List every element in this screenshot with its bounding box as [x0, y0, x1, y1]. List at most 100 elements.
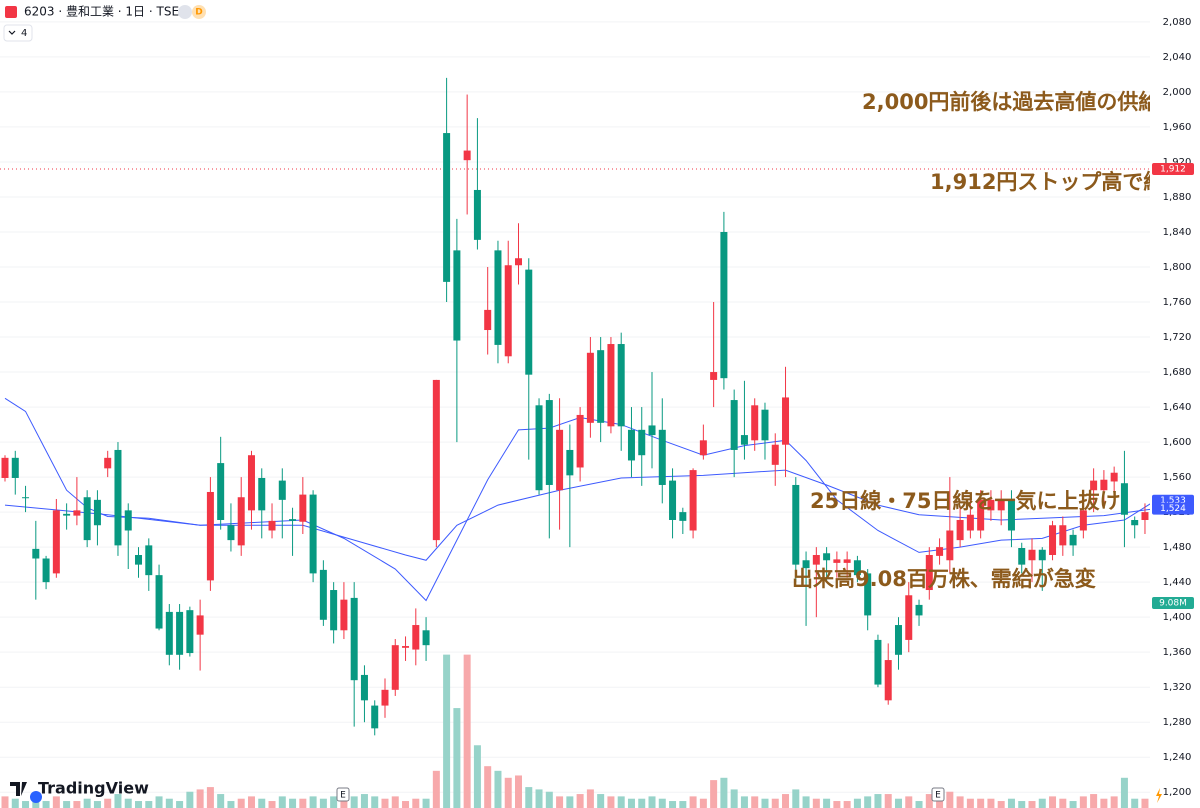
- candle-body: [432, 379, 440, 541]
- candle-body: [289, 519, 297, 521]
- volume-bar: [1018, 801, 1026, 808]
- candle-body: [42, 558, 50, 583]
- candle-body: [946, 530, 954, 561]
- earnings-marker: E: [935, 791, 941, 801]
- volume-bar: [381, 798, 389, 808]
- candle-body: [864, 573, 872, 616]
- candle-body: [638, 429, 646, 456]
- volume-bar: [1007, 798, 1015, 808]
- y-tick-label: 1,680: [1163, 367, 1192, 378]
- earnings-marker-bg: [931, 787, 945, 802]
- candle-body: [1028, 549, 1036, 561]
- indicator-toggle[interactable]: [3, 24, 33, 42]
- candle-body: [340, 599, 348, 631]
- ma-label: 1,533: [1160, 496, 1186, 506]
- volume-bar: [1100, 798, 1108, 808]
- volume-bar: [1028, 801, 1036, 808]
- volume-bar: [104, 798, 112, 808]
- candle-body: [576, 414, 584, 468]
- volume-bar: [237, 798, 245, 808]
- volume-bar: [915, 801, 923, 808]
- volume-bar: [586, 789, 594, 808]
- volume-bar: [227, 801, 235, 808]
- volume-bar: [966, 798, 974, 808]
- candle-body: [1090, 480, 1098, 491]
- candle-body: [874, 639, 882, 685]
- symbol-title: 6203 · 豊和工業 · 1日 · TSE: [24, 5, 179, 19]
- candle-body: [761, 409, 769, 441]
- volume-bar: [535, 789, 543, 808]
- volume-bar: [720, 777, 728, 808]
- y-tick-label: 1,600: [1163, 437, 1192, 448]
- y-tick-label: 1,800: [1163, 262, 1192, 273]
- volume-bar: [710, 780, 718, 808]
- volume-bar: [93, 801, 101, 808]
- earnings-marker: E: [340, 791, 346, 801]
- volume-bar: [761, 798, 769, 808]
- candle-body: [648, 425, 656, 436]
- volume-bar: [1, 796, 9, 808]
- volume-bar: [874, 794, 882, 808]
- candle-body: [443, 133, 451, 282]
- volume-bar: [597, 794, 605, 808]
- candle-body: [268, 520, 276, 531]
- volume-bar: [977, 798, 985, 808]
- volume-bar: [22, 801, 30, 808]
- candle-body: [145, 545, 153, 576]
- volume-bar: [669, 801, 677, 808]
- volume-bar: [1110, 796, 1118, 808]
- annotation: 1,912円ストップ高で終了: [930, 170, 1185, 194]
- volume-bar: [566, 796, 574, 808]
- candle-body: [977, 499, 985, 531]
- candle-body: [32, 548, 40, 559]
- candle-body: [740, 435, 748, 445]
- volume-bar: [525, 787, 533, 808]
- volume-bar: [155, 796, 163, 808]
- volume-bar: [402, 801, 410, 808]
- volume-bar: [289, 798, 297, 808]
- volume-bar: [545, 791, 553, 808]
- dividend-marker: [30, 791, 42, 803]
- volume-bar: [11, 798, 19, 808]
- candle-body: [679, 512, 687, 521]
- volume-bar: [556, 796, 564, 808]
- candle-body: [1059, 525, 1067, 546]
- price-axis-bg: [1150, 0, 1200, 808]
- volume-bar: [1069, 801, 1077, 808]
- candle-body: [1120, 483, 1128, 515]
- volume-bar: [432, 770, 440, 808]
- candle-body: [1131, 519, 1139, 526]
- candle-body: [812, 555, 820, 565]
- candle-body: [422, 630, 430, 646]
- volume-bar: [997, 801, 1005, 808]
- volume-bar: [145, 801, 153, 808]
- volume-bar: [843, 801, 851, 808]
- candle-body: [771, 444, 779, 465]
- candle-body: [987, 499, 995, 511]
- volume-bar: [936, 798, 944, 808]
- volume-bar: [515, 775, 522, 808]
- volume-bar: [42, 801, 50, 808]
- candle-body: [1007, 499, 1015, 531]
- volume-bar: [802, 796, 810, 808]
- y-tick-label: 1,760: [1163, 297, 1192, 308]
- volume-bar: [52, 796, 60, 808]
- y-tick-label: 1,200: [1163, 787, 1192, 798]
- candle-body: [535, 405, 543, 491]
- candle-body: [792, 484, 800, 565]
- candle-body: [227, 525, 235, 541]
- chevron: [8, 30, 16, 35]
- candle-body: [196, 615, 204, 635]
- candle-body: [1, 457, 9, 478]
- candle-body: [1141, 512, 1149, 520]
- volume-bar: [1049, 796, 1057, 808]
- volume-bar: [247, 796, 255, 808]
- candle-body: [278, 480, 286, 500]
- candle-body: [782, 397, 790, 445]
- candle-body: [463, 150, 471, 161]
- candle-body: [155, 575, 163, 629]
- volume-bar: [258, 798, 266, 808]
- candle-body: [52, 510, 60, 574]
- y-tick-label: 2,080: [1163, 17, 1192, 28]
- candle-body: [494, 250, 502, 345]
